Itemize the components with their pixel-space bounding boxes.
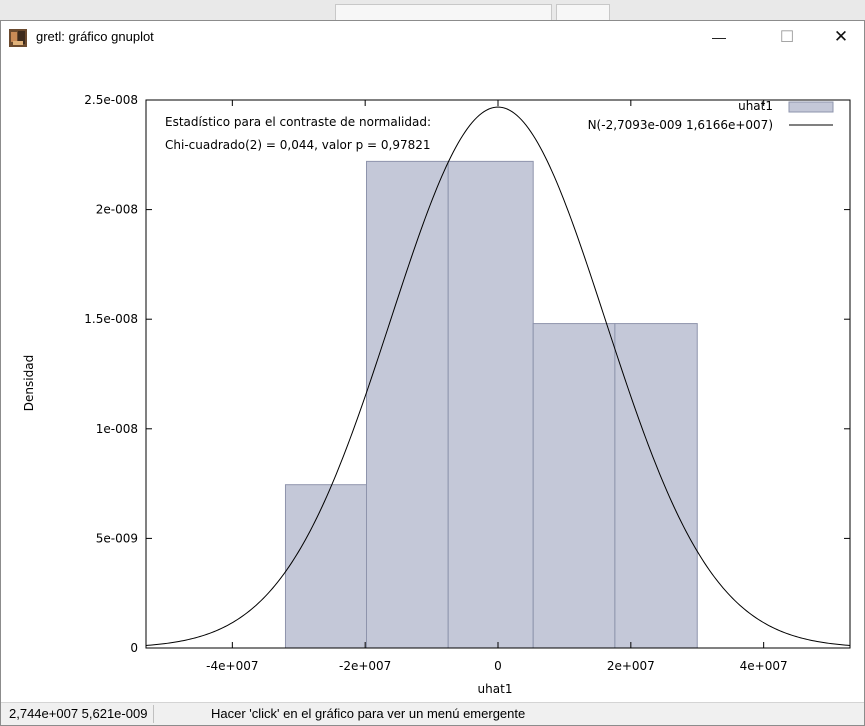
histogram-bar [614,323,698,649]
histogram-bar [365,160,449,649]
x-tick-label: -2e+007 [339,659,391,673]
y-axis-ticks: 0 5e-009 1e-008 1.5e-008 2e-008 2.5e-008 [84,93,850,655]
x-tick-label: 0 [494,659,502,673]
gnuplot-window: gretl: gráfico gnuplot — ☐ ✕ 0 5e-009 1e-0… [0,20,865,726]
histogram-bar [532,323,616,649]
background-window-strip [0,0,865,21]
minimize-button[interactable]: — [696,21,742,53]
status-message: Hacer 'click' en el gráfico para ver un … [211,706,526,721]
histogram-bar [447,160,534,649]
x-axis-ticks: -4e+007 -2e+007 0 2e+007 4e+007 [206,100,788,673]
legend-swatch-histogram [788,101,834,113]
gnuplot-canvas[interactable]: 0 5e-009 1e-008 1.5e-008 2e-008 2.5e-008 -4e+… [1,53,864,703]
y-tick-label: 1e-008 [96,422,138,436]
legend-label-normal: N(-2,7093e-009 1,6166e+007) [588,118,773,132]
normality-test-result: Chi-cuadrado(2) = 0,044, valor p = 0,978… [165,138,431,152]
x-tick-label: 2e+007 [607,659,655,673]
y-tick-label: 5e-009 [96,531,138,545]
x-axis-label: uhat1 [478,682,513,696]
y-tick-label: 2e-008 [96,203,138,217]
y-tick-label: 2.5e-008 [84,93,138,107]
close-button[interactable]: ✕ [818,21,864,53]
x-tick-label: -4e+007 [206,659,258,673]
background-toolbar-field [335,4,552,20]
normal-density-curve [145,106,851,646]
histogram-bar [284,484,367,649]
y-axis-label: Densidad [22,355,36,411]
gretl-app-icon [9,29,27,47]
maximize-icon: ☐ [779,29,795,46]
y-tick-label: 1.5e-008 [84,312,138,326]
close-icon: ✕ [833,27,849,46]
window-title: gretl: gráfico gnuplot [36,29,154,44]
histogram-bars [284,160,698,649]
title-bar[interactable]: gretl: gráfico gnuplot — ☐ ✕ [1,21,864,53]
histogram-chart[interactable]: 0 5e-009 1e-008 1.5e-008 2e-008 2.5e-008 -4e+… [1,53,864,703]
x-tick-label: 4e+007 [740,659,788,673]
cursor-coordinates: 2,744e+007 5,621e-009 [3,705,155,723]
y-tick-label: 0 [130,641,138,655]
normality-test-heading: Estadístico para el contraste de normali… [165,115,431,129]
status-bar: 2,744e+007 5,621e-009 Hacer 'click' en e… [1,702,864,725]
minimize-icon: — [712,29,726,45]
maximize-button[interactable]: ☐ [764,21,810,53]
legend-label-histogram: uhat1 [738,99,773,113]
background-toolbar-field [556,4,610,20]
